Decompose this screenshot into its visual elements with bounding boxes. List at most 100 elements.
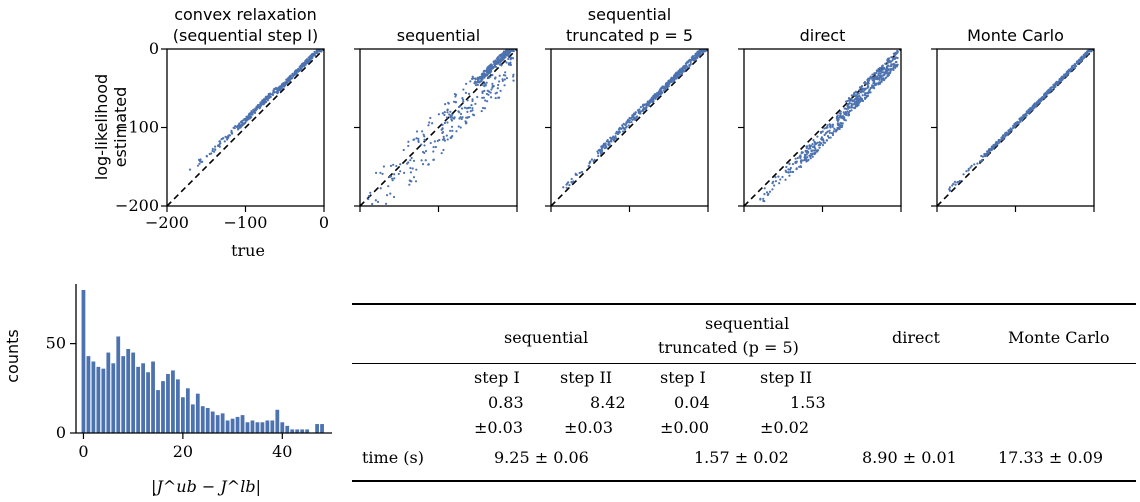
data-point bbox=[468, 115, 471, 119]
histogram-bar bbox=[265, 420, 270, 433]
data-point bbox=[877, 74, 880, 77]
data-point bbox=[639, 106, 642, 109]
data-point bbox=[509, 63, 512, 66]
data-point bbox=[666, 85, 669, 88]
data-point bbox=[427, 163, 430, 166]
data-point bbox=[965, 170, 968, 173]
data-point bbox=[810, 149, 813, 152]
data-point bbox=[409, 166, 412, 170]
data-point bbox=[472, 77, 475, 80]
data-point bbox=[379, 171, 382, 174]
data-point bbox=[774, 176, 777, 179]
data-point bbox=[675, 75, 679, 78]
data-point bbox=[877, 68, 880, 72]
data-point bbox=[233, 127, 236, 130]
data-point bbox=[393, 173, 396, 176]
data-point bbox=[1058, 79, 1061, 82]
data-point bbox=[843, 112, 846, 115]
data-point bbox=[991, 147, 995, 150]
data-point bbox=[690, 59, 693, 62]
data-point bbox=[440, 152, 443, 155]
data-point bbox=[1076, 61, 1079, 65]
data-point bbox=[896, 56, 899, 60]
data-point bbox=[407, 144, 410, 148]
data-point bbox=[484, 99, 487, 102]
data-point bbox=[211, 149, 214, 152]
data-point bbox=[813, 140, 816, 143]
data-point bbox=[409, 179, 412, 183]
data-point bbox=[854, 106, 857, 109]
histogram-bar bbox=[275, 409, 280, 433]
data-point bbox=[476, 83, 480, 86]
data-point bbox=[881, 64, 884, 67]
data-point bbox=[803, 158, 806, 162]
data-point bbox=[816, 141, 819, 144]
data-point bbox=[481, 96, 484, 99]
data-point bbox=[651, 96, 655, 100]
data-point bbox=[489, 91, 492, 94]
data-point bbox=[449, 110, 452, 113]
data-point bbox=[684, 65, 688, 68]
histogram-bar bbox=[285, 425, 290, 433]
data-point bbox=[570, 177, 573, 181]
data-point bbox=[836, 119, 840, 122]
data-point bbox=[423, 144, 426, 147]
histogram-bar bbox=[141, 363, 145, 433]
y-tick-label: 0 bbox=[149, 39, 159, 58]
data-point bbox=[399, 170, 402, 173]
data-point bbox=[486, 73, 489, 76]
data-point bbox=[881, 66, 884, 69]
data-point bbox=[661, 85, 664, 88]
data-point bbox=[850, 97, 853, 100]
data-point bbox=[1009, 128, 1013, 131]
data-point bbox=[845, 113, 848, 117]
data-point bbox=[259, 103, 262, 106]
table-bottom-rule bbox=[352, 480, 1136, 482]
histogram-bar bbox=[101, 368, 106, 433]
histogram-bar bbox=[230, 418, 235, 433]
data-point bbox=[568, 184, 571, 187]
data-point bbox=[831, 133, 835, 137]
histogram-bar bbox=[320, 424, 324, 433]
data-point bbox=[481, 83, 484, 86]
data-point bbox=[494, 59, 497, 62]
histogram-bar bbox=[106, 352, 111, 433]
time-label: time (s) bbox=[362, 448, 424, 467]
data-point bbox=[303, 62, 306, 65]
data-point bbox=[512, 79, 515, 82]
histogram-bar bbox=[300, 429, 305, 433]
data-point bbox=[411, 167, 414, 170]
data-point bbox=[701, 50, 704, 53]
data-point bbox=[995, 141, 999, 144]
data-point bbox=[417, 140, 420, 143]
data-point bbox=[501, 53, 505, 56]
data-point bbox=[839, 110, 842, 113]
data-point bbox=[245, 118, 248, 121]
data-point bbox=[997, 140, 1000, 143]
data-point bbox=[863, 81, 866, 85]
data-point bbox=[225, 136, 228, 139]
data-point bbox=[679, 73, 682, 76]
data-point bbox=[895, 60, 898, 64]
data-point bbox=[805, 153, 808, 156]
data-point bbox=[497, 59, 500, 62]
scatter-panel: sequential bbox=[354, 26, 518, 212]
data-point bbox=[496, 62, 500, 65]
data-point bbox=[618, 128, 621, 131]
data-point bbox=[888, 57, 891, 60]
data-point bbox=[237, 127, 240, 130]
data-point bbox=[679, 71, 682, 74]
data-point bbox=[882, 77, 885, 80]
data-point bbox=[223, 140, 226, 143]
step-error: ±0.03 bbox=[474, 418, 524, 437]
histogram-bar bbox=[215, 415, 220, 433]
data-point bbox=[768, 190, 772, 193]
data-point bbox=[806, 155, 809, 159]
data-point bbox=[836, 114, 839, 117]
data-point bbox=[422, 133, 425, 136]
data-point bbox=[699, 51, 702, 54]
data-point bbox=[440, 128, 443, 131]
data-point bbox=[483, 76, 486, 79]
data-point bbox=[809, 157, 812, 160]
data-point bbox=[578, 171, 581, 175]
